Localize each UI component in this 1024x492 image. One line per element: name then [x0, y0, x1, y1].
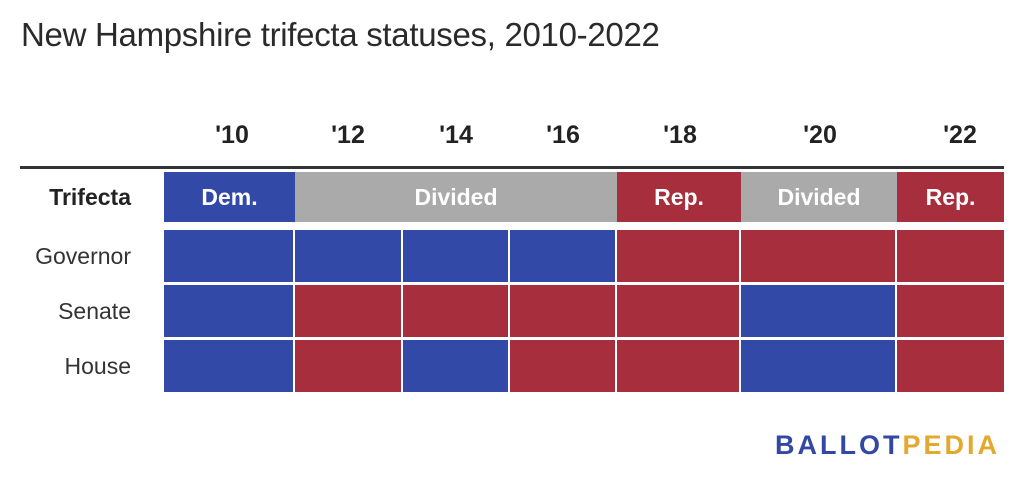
row-label-governor: Governor	[35, 243, 131, 269]
row-label-senate: Senate	[58, 298, 131, 324]
trifecta-segment	[164, 172, 295, 222]
cell-governor	[897, 230, 1004, 282]
cell-senate	[897, 285, 1004, 337]
logo-part-ballot: BALLOT	[774, 430, 903, 460]
trifecta-segment	[295, 172, 617, 222]
trifecta-status-label: Divided	[414, 184, 497, 210]
trifecta-status-label: Rep.	[654, 184, 704, 210]
cell-senate	[164, 285, 293, 337]
header-rule	[20, 166, 1004, 169]
x-tick-label: '16	[546, 121, 580, 149]
trifecta-status-label: Divided	[777, 184, 860, 210]
cell-governor	[295, 230, 401, 282]
cell-governor	[403, 230, 508, 282]
cell-governor	[510, 230, 615, 282]
ballotpedia-logo: BALLOTPEDIA	[775, 430, 1000, 461]
x-tick-label: '10	[215, 121, 249, 149]
x-tick-label: '22	[943, 121, 977, 149]
row-label-house: House	[65, 353, 131, 379]
cell-house	[164, 340, 293, 392]
cell-senate	[403, 285, 508, 337]
chart-title: New Hampshire trifecta statuses, 2010-20…	[21, 16, 660, 53]
cell-house	[741, 340, 895, 392]
cell-house	[510, 340, 615, 392]
logo-part-pedia: PEDIA	[902, 430, 1000, 460]
cell-governor	[741, 230, 895, 282]
trifecta-status-label: Rep.	[926, 184, 976, 210]
x-tick-label: '14	[439, 121, 473, 149]
trifecta-status-label: Dem.	[201, 184, 257, 210]
cell-senate	[510, 285, 615, 337]
cell-house	[295, 340, 401, 392]
row-label-trifecta: Trifecta	[49, 184, 131, 210]
trifecta-segment	[897, 172, 1004, 222]
cell-house	[897, 340, 1004, 392]
cell-house	[617, 340, 739, 392]
cell-senate	[295, 285, 401, 337]
cell-senate	[741, 285, 895, 337]
cell-governor	[164, 230, 293, 282]
trifecta-segment	[617, 172, 741, 222]
x-tick-label: '20	[803, 121, 837, 149]
trifecta-segment	[741, 172, 897, 222]
x-tick-label: '12	[331, 121, 365, 149]
x-tick-label: '18	[663, 121, 697, 149]
cell-house	[403, 340, 508, 392]
cell-governor	[617, 230, 739, 282]
cell-senate	[617, 285, 739, 337]
